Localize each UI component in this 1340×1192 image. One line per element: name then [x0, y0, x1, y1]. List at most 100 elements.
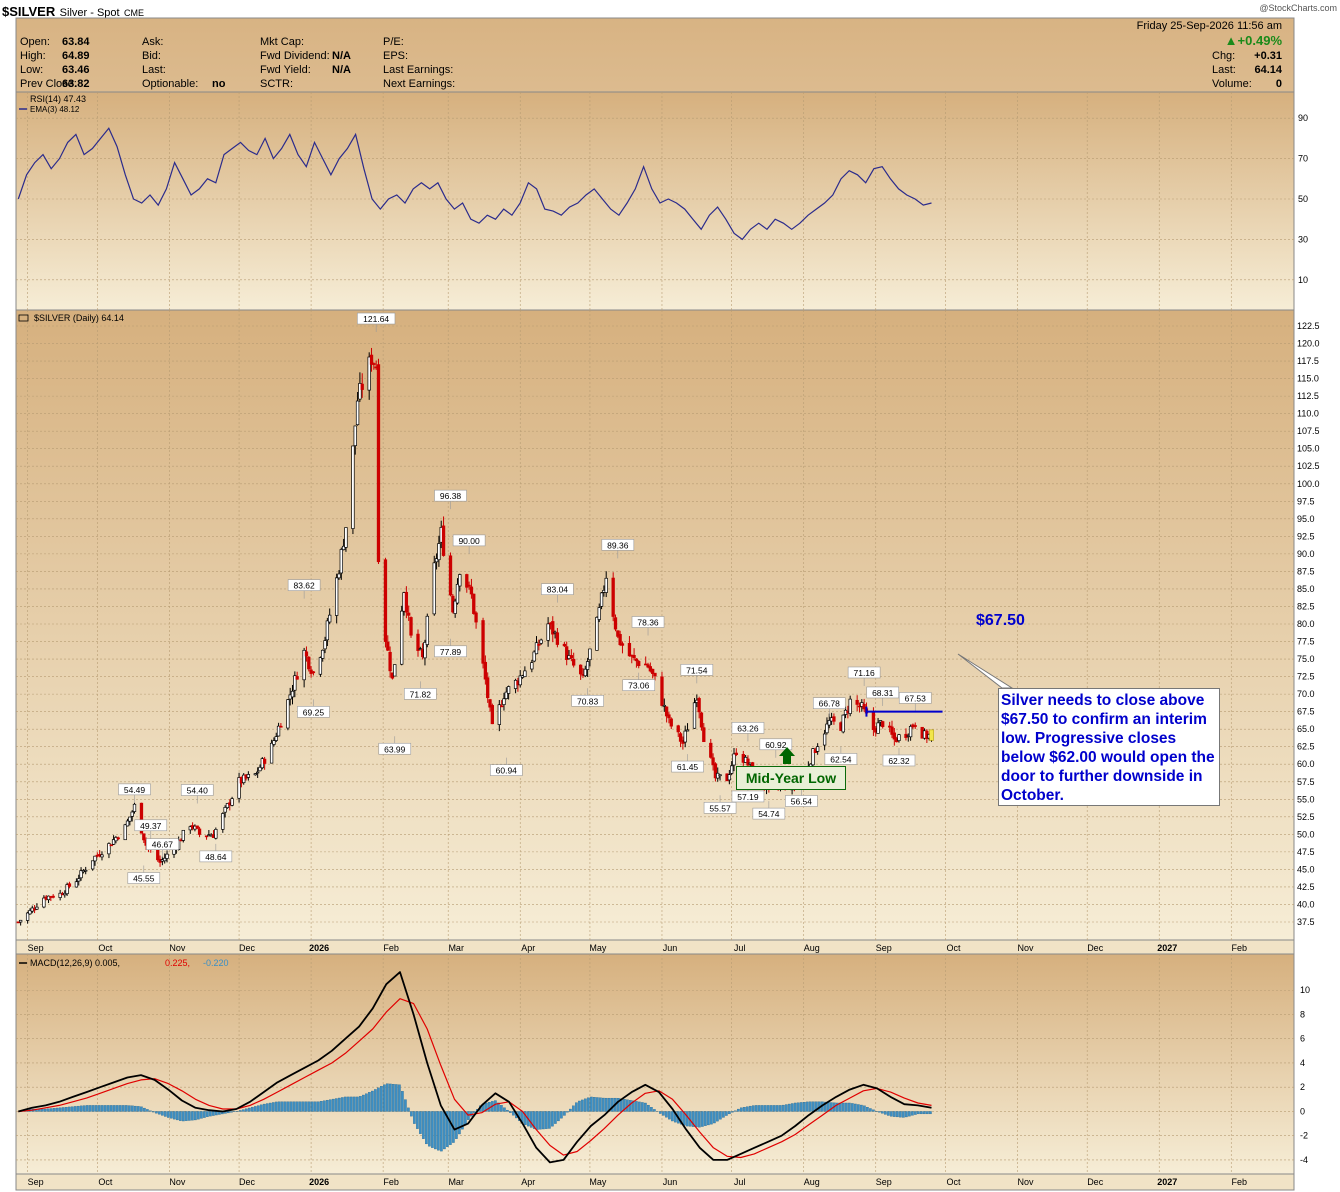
macd-histogram-bar — [440, 1111, 443, 1152]
quote-row: Volume: 0 — [1212, 77, 1282, 91]
x-tick-label: Apr — [521, 943, 535, 953]
last-bar-marker — [929, 729, 934, 741]
candle-body — [504, 691, 508, 699]
data-label: 77.89 — [440, 647, 462, 657]
macd-histogram-bar — [155, 1111, 158, 1114]
macd-histogram-bar — [524, 1111, 527, 1125]
macd-histogram-bar — [899, 1111, 902, 1118]
macd-histogram-bar — [584, 1098, 587, 1112]
macd-histogram-bar — [125, 1105, 128, 1112]
candle-body — [702, 727, 706, 743]
price-y-tick: 62.5 — [1297, 742, 1315, 752]
candle-body — [107, 843, 111, 855]
macd-histogram-bar — [731, 1111, 734, 1113]
candle-body — [699, 712, 704, 728]
data-label-box — [759, 738, 793, 751]
histogram-legend: -0.220 — [203, 958, 229, 968]
macd-histogram-bar — [62, 1107, 65, 1112]
price-y-tick: 57.5 — [1297, 777, 1315, 787]
candle-body — [678, 733, 683, 742]
macd-y-tick: 10 — [1300, 985, 1310, 995]
data-label: 57.19 — [737, 792, 759, 802]
macd-histogram-bar — [824, 1101, 827, 1112]
quote-label: Last Earnings: — [383, 64, 454, 76]
macd-histogram-bar — [662, 1111, 665, 1116]
data-label-box — [785, 795, 818, 807]
candle-body — [35, 906, 39, 910]
candle-body — [832, 716, 836, 722]
quote-row: Next Earnings: — [383, 77, 455, 91]
data-label: 54.74 — [758, 809, 780, 819]
candle-body — [230, 798, 234, 806]
price-y-tick: 85.0 — [1297, 584, 1315, 594]
macd-histogram-bar — [50, 1108, 53, 1112]
candle-body — [79, 870, 83, 879]
candle-body — [453, 600, 457, 614]
candle-body — [269, 742, 274, 764]
quote-row: Last: 64.14 — [1212, 63, 1282, 77]
data-label: 73.06 — [628, 681, 650, 691]
signal-legend: 0.225, — [165, 958, 190, 968]
quote-row: Last Earnings: — [383, 63, 455, 77]
data-label-box — [882, 754, 916, 767]
macd-histogram-bar — [851, 1103, 854, 1112]
candle-body — [490, 705, 494, 725]
quote-label: Fwd Dividend: — [260, 50, 330, 62]
candle-body — [474, 612, 478, 623]
data-label-box — [731, 790, 765, 803]
candle-body — [486, 677, 490, 699]
macd-histogram-bar — [293, 1101, 296, 1112]
candle-body — [262, 758, 267, 764]
macd-histogram-bar — [314, 1101, 317, 1112]
macd-histogram-bar — [83, 1105, 86, 1112]
macd-histogram-bar — [359, 1096, 362, 1112]
macd-histogram-bar — [95, 1105, 98, 1112]
candle-body — [855, 699, 859, 705]
candle-body — [871, 712, 876, 731]
candle-body — [458, 574, 462, 587]
data-label: 49.37 — [140, 821, 162, 831]
quote-panel — [15, 17, 1295, 93]
x-tick-label: 2026 — [309, 1177, 329, 1187]
macd-histogram-bar — [884, 1111, 887, 1115]
exchange: CME — [124, 8, 145, 18]
macd-histogram-bar — [641, 1102, 644, 1112]
candle-body — [323, 640, 327, 650]
macd-histogram-bar — [89, 1105, 92, 1112]
macd-histogram-bar — [704, 1111, 707, 1126]
data-label-box — [541, 583, 574, 595]
x-tick-label: Mar — [448, 1177, 464, 1187]
data-label: 54.40 — [187, 786, 209, 796]
macd-histogram-bar — [785, 1104, 788, 1112]
x-tick-label: Feb — [383, 943, 399, 953]
macd-histogram-bar — [242, 1109, 245, 1112]
candle-body — [437, 543, 441, 561]
candle-body — [28, 910, 32, 915]
macd-histogram-bar — [842, 1102, 845, 1112]
change-percent-value: +0.49% — [1237, 33, 1282, 48]
data-label-box — [866, 686, 900, 699]
annotation-note: Silver needs to close above $67.50 to co… — [998, 688, 1220, 806]
candle-body — [181, 829, 185, 841]
macd-histogram-bar — [908, 1111, 911, 1117]
macd-histogram-bar — [485, 1102, 488, 1112]
macd-histogram-bar — [128, 1105, 131, 1112]
macd-histogram-bar — [758, 1105, 761, 1112]
candle-body — [555, 632, 560, 645]
macd-histogram-bar — [692, 1111, 695, 1127]
quote-right: Chg: +0.31 Last: 64.14 Volume: 0 — [1212, 49, 1282, 91]
quote-row: Mkt Cap: — [260, 35, 330, 49]
quote-row: Open: 63.84 — [20, 35, 90, 49]
rsi-y-tick: 10 — [1298, 275, 1308, 285]
macd-histogram-bar — [791, 1103, 794, 1112]
x-tick-label: Jun — [663, 943, 678, 953]
macd-histogram-bar — [200, 1111, 203, 1119]
symbol-header: $SILVER Silver - Spot CME — [2, 3, 144, 21]
candle-body — [335, 577, 339, 616]
macd-histogram-bar — [698, 1111, 701, 1128]
macd-histogram-bar — [212, 1111, 215, 1116]
quote-value: N/A — [332, 50, 351, 62]
macd-legend: MACD(12,26,9) 0.005, — [30, 958, 120, 968]
x-tick-label: May — [589, 1177, 607, 1187]
candle-body — [276, 725, 281, 737]
